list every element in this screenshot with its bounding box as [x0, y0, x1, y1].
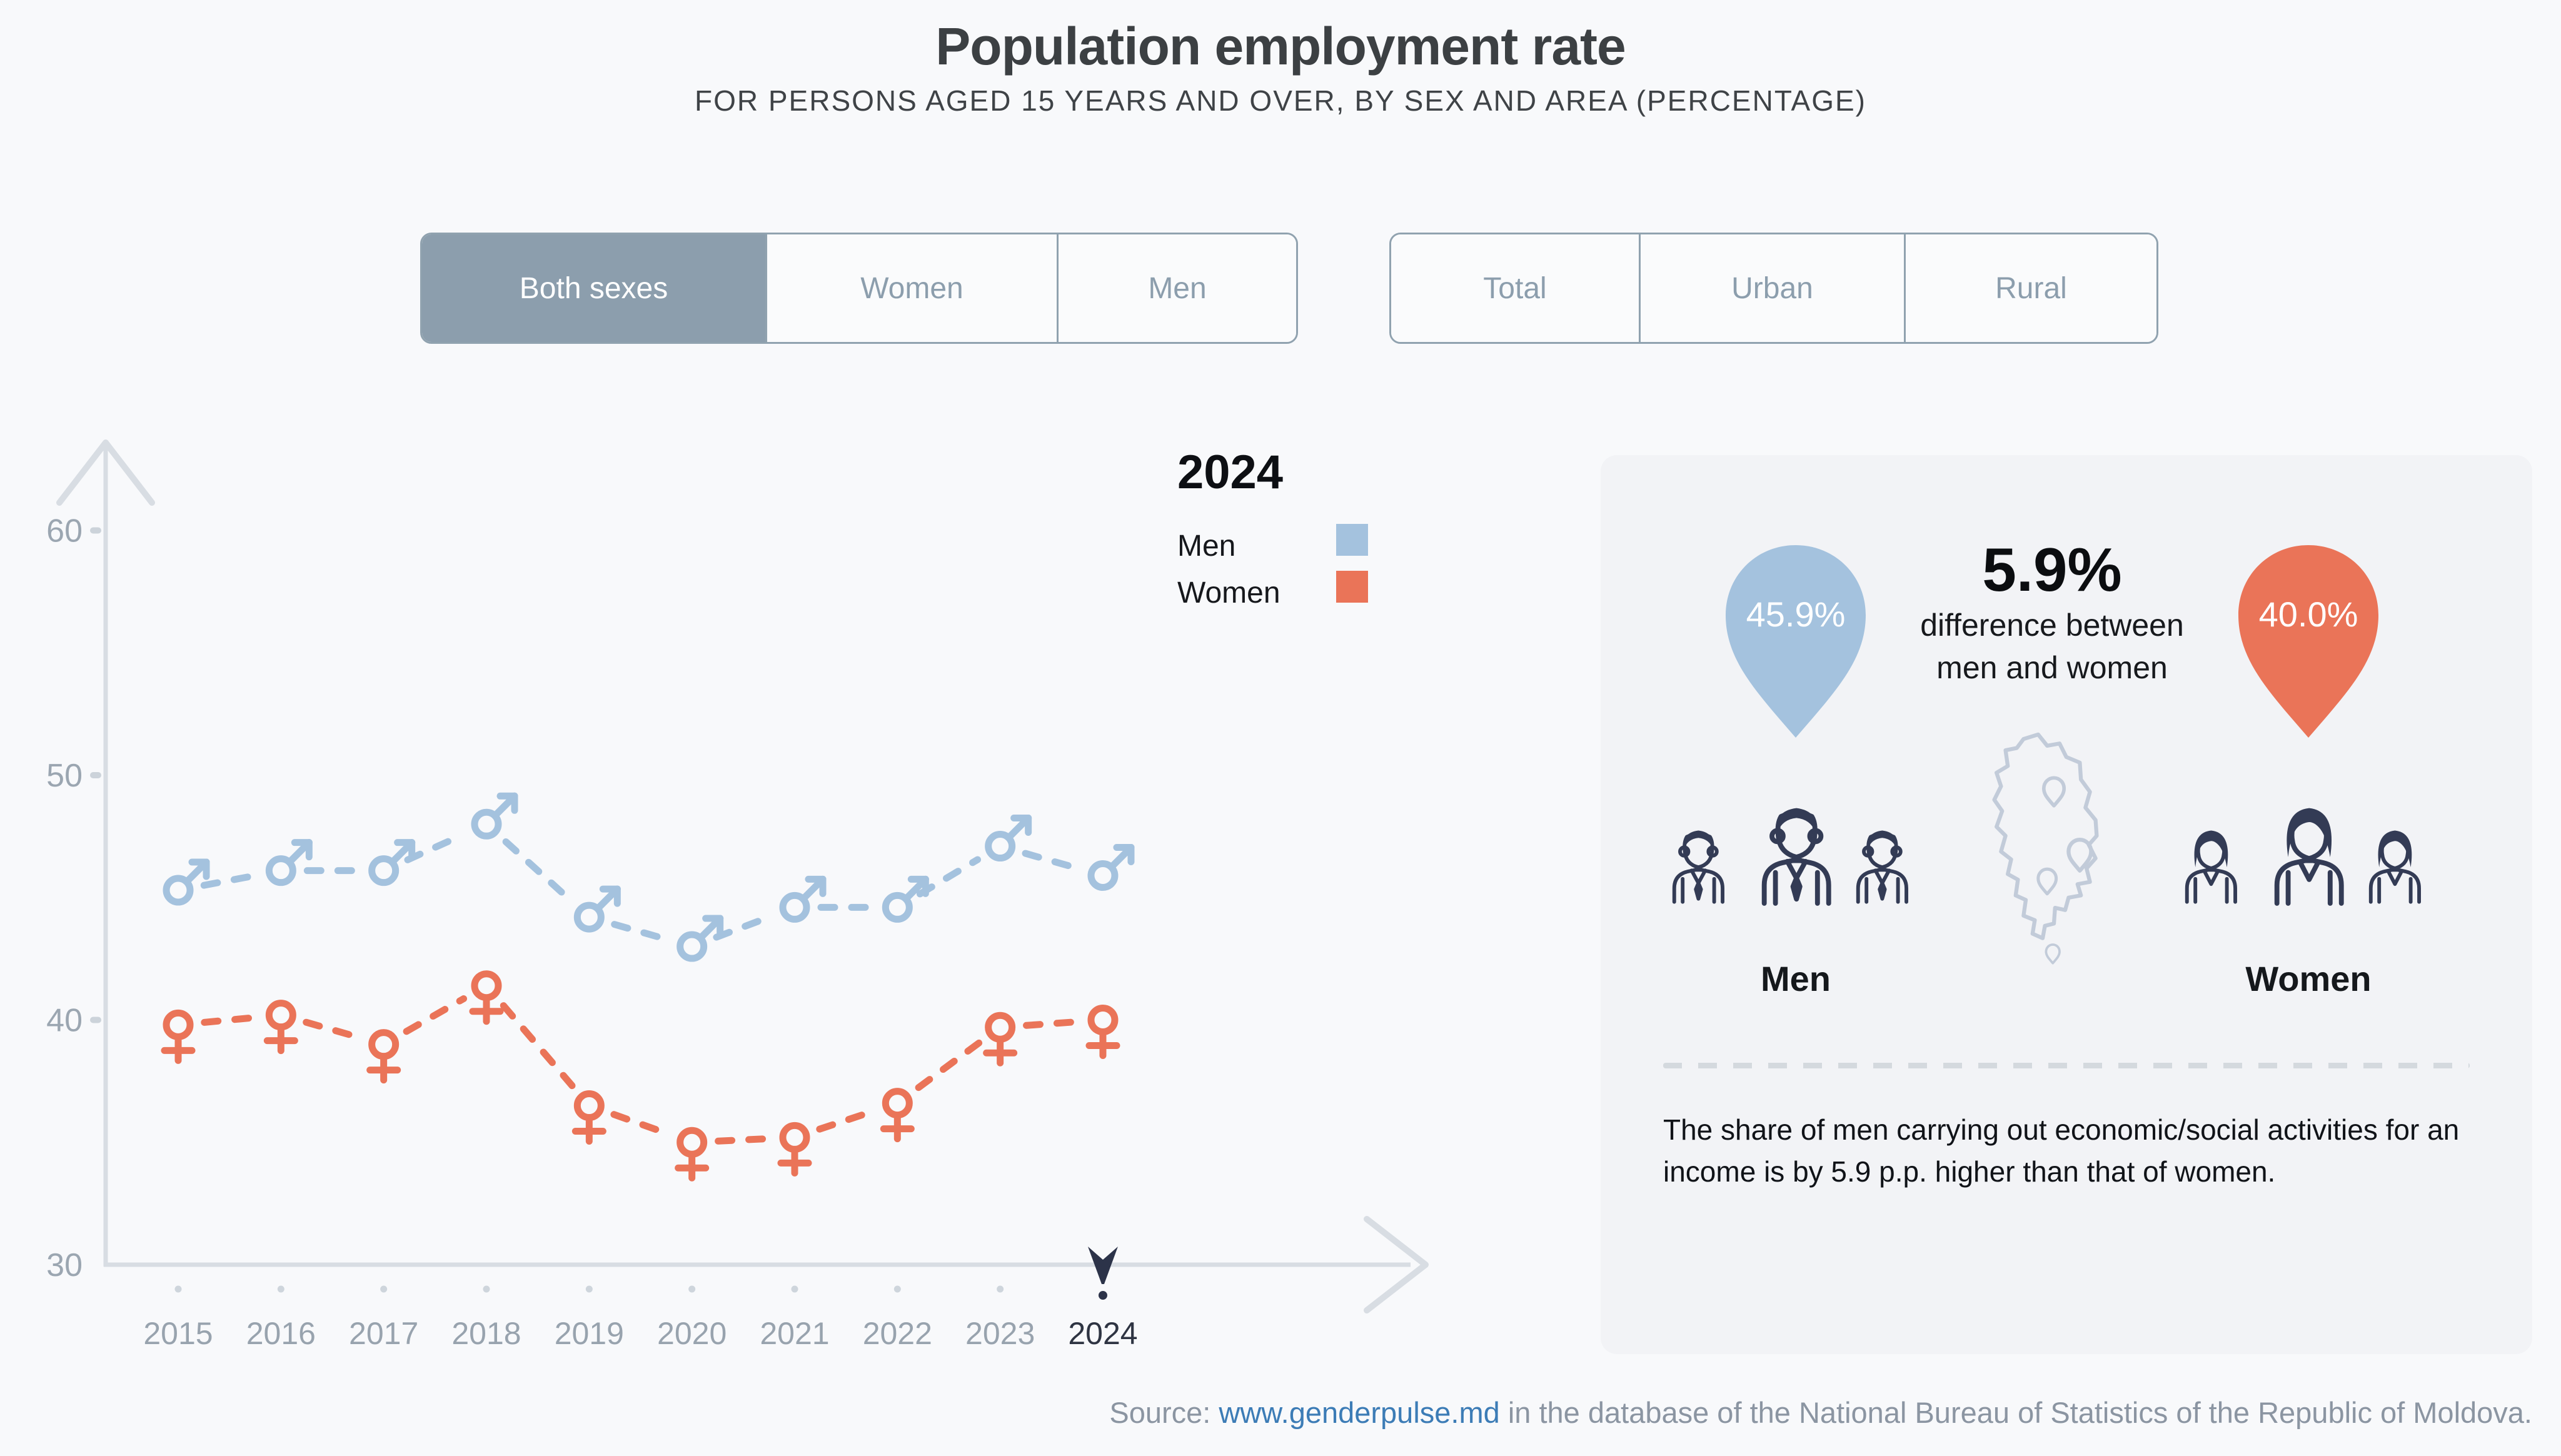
men-marker-2022[interactable] [882, 875, 929, 923]
year-dot-2018 [483, 1285, 490, 1293]
year-dot-2017 [380, 1285, 388, 1293]
area-filter-group: Total Urban Rural [1389, 233, 2158, 344]
men-marker-2023[interactable] [985, 815, 1032, 862]
women-marker-2020[interactable] [675, 1127, 710, 1182]
women-marker-2024[interactable] [1085, 1005, 1120, 1059]
x-axis-year-2022[interactable]: 2022 [863, 1316, 932, 1351]
men-marker-2024[interactable] [1087, 844, 1135, 891]
year-dot-2015 [174, 1285, 182, 1293]
women-group-icon [2176, 780, 2445, 955]
source-prefix: Source: [1109, 1396, 1219, 1429]
men-marker-2016[interactable] [265, 839, 313, 886]
women-marker-2018[interactable] [469, 970, 504, 1025]
difference-block: 5.9% difference between men and women [1846, 536, 2258, 689]
difference-caption: men and women [1936, 650, 2168, 685]
x-axis-year-2020[interactable]: 2020 [657, 1316, 727, 1351]
men-marker-2019[interactable] [573, 885, 621, 933]
y-axis-label-40: 40 [46, 1003, 83, 1039]
area-filter-rural[interactable]: Rural [1904, 234, 2156, 342]
pin-shape-blue [1726, 545, 1866, 738]
year-dot-2022 [893, 1285, 901, 1293]
women-marker-2016[interactable] [263, 1000, 298, 1055]
year-dot-2016 [277, 1285, 284, 1293]
difference-value: 5.9% [1982, 535, 2122, 604]
year-dot-2023 [997, 1285, 1004, 1293]
chart-series [161, 792, 1135, 1182]
chart-legend: 2024 Men Women [1177, 445, 1402, 633]
page-subtitle: FOR PERSONS AGED 15 YEARS AND OVER, BY S… [695, 84, 1866, 117]
women-marker-2023[interactable] [983, 1012, 1018, 1067]
year-dot-2019 [585, 1285, 593, 1293]
legend-label-women: Women [1177, 576, 1280, 610]
series-women [161, 970, 1120, 1182]
x-axis-year-2024[interactable]: 2024 [1068, 1316, 1137, 1351]
women-value-pin: 40.0% [2238, 545, 2378, 738]
moldova-map-icon [1992, 732, 2099, 965]
difference-caption: difference between [1920, 607, 2184, 643]
legend-swatch-men [1336, 524, 1368, 556]
year-dot-2020 [688, 1285, 696, 1293]
men-marker-2017[interactable] [368, 839, 416, 886]
pin-shape-orange [2238, 545, 2378, 738]
women-marker-2022[interactable] [880, 1088, 915, 1143]
men-marker-2018[interactable] [471, 792, 518, 840]
x-axis-year-2019[interactable]: 2019 [555, 1316, 624, 1351]
women-marker-2017[interactable] [366, 1029, 401, 1084]
sex-filter-both-sexes[interactable]: Both sexes [422, 234, 765, 342]
women-group-label: Women [2245, 959, 2372, 998]
y-axis-label-50: 50 [46, 758, 83, 794]
women-marker-2021[interactable] [777, 1122, 812, 1177]
source-suffix: in the database of the National Bureau o… [1499, 1396, 2532, 1429]
x-axis-year-2017[interactable]: 2017 [349, 1316, 418, 1351]
x-axis-year-2016[interactable]: 2016 [246, 1316, 316, 1351]
women-value-text: 40.0% [2259, 595, 2358, 634]
women-marker-2019[interactable] [571, 1090, 606, 1145]
sex-filter-men[interactable]: Men [1057, 234, 1296, 342]
source-line: Source: www.genderpulse.md in the databa… [1109, 1395, 2532, 1430]
year-dot-2021 [791, 1285, 798, 1293]
selected-year-dot [1098, 1291, 1107, 1300]
source-link[interactable]: www.genderpulse.md [1219, 1396, 1500, 1429]
chart-axes: 60 50 40 30 2015 2016 2017 2018 2019 2020 2021 2022… [46, 439, 1429, 1351]
page-title: Population employment rate [935, 17, 1626, 76]
women-marker-2015[interactable] [161, 1009, 196, 1064]
x-axis-year-2021[interactable]: 2021 [760, 1316, 829, 1351]
sex-filter-women[interactable]: Women [765, 234, 1057, 342]
dashed-divider [1663, 1063, 2470, 1068]
legend-label-men: Men [1177, 530, 1236, 563]
men-marker-2021[interactable] [779, 875, 827, 923]
y-axis-label-60: 60 [46, 513, 83, 550]
men-group-icon [1663, 780, 1932, 955]
legend-swatch-women [1336, 571, 1368, 603]
men-marker-2020[interactable] [677, 915, 724, 962]
men-group-label: Men [1761, 959, 1831, 998]
series-men [163, 792, 1135, 962]
y-axis-label-30: 30 [46, 1247, 83, 1283]
area-filter-urban[interactable]: Urban [1639, 234, 1904, 342]
x-axis-year-2015[interactable]: 2015 [143, 1316, 213, 1351]
sex-filter-group: Both sexes Women Men [420, 233, 1298, 344]
x-axis-year-2018[interactable]: 2018 [451, 1316, 521, 1351]
men-value-text: 45.9% [1746, 595, 1846, 634]
legend-year: 2024 [1177, 446, 1284, 499]
panel-note: The share of men carrying out economic/s… [1663, 1113, 2460, 1188]
x-axis-year-2023[interactable]: 2023 [965, 1316, 1035, 1351]
men-value-pin: 45.9% [1726, 545, 1866, 738]
area-filter-total[interactable]: Total [1391, 234, 1639, 342]
summary-panel: 45.9% 40.0% 5.9% difference between men … [1601, 455, 2532, 1354]
selected-year-arrow-icon [1087, 1247, 1118, 1284]
men-marker-2015[interactable] [163, 858, 210, 906]
